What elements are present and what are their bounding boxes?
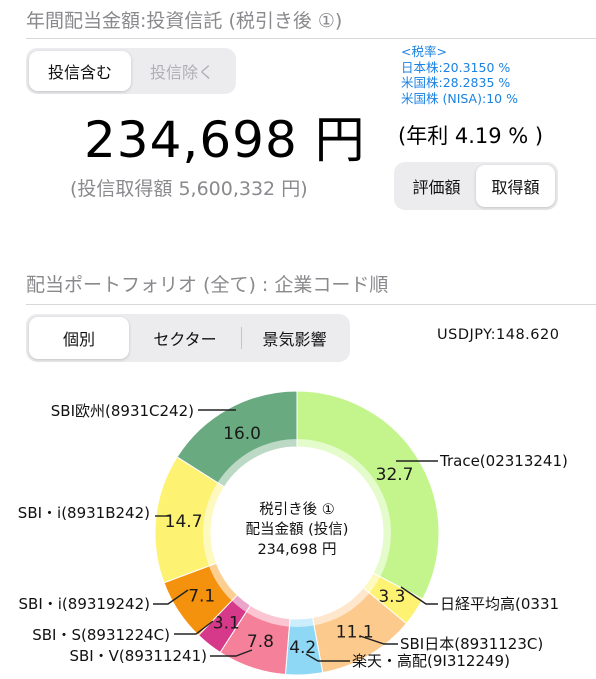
- basis-toggle: 評価額 取得額: [394, 162, 558, 210]
- slice-value-label: 14.7: [165, 512, 203, 532]
- acquisition-cost-button[interactable]: 取得額: [476, 165, 555, 207]
- slice-value-label: 7.8: [247, 632, 274, 652]
- leader-line: [359, 635, 398, 645]
- donut-inner-ring: [203, 439, 391, 627]
- section-title-annual-dividend: 年間配当金額:投資信託 (税引き後 ①): [26, 10, 343, 32]
- center-label-line1: 税引き後 ①: [259, 502, 335, 518]
- slice-name-label: SBI・V(89311241): [69, 647, 207, 665]
- slice-name-label: SBI・i(89319242): [19, 595, 150, 613]
- donut-center-label: 税引き後 ① 配当金額 (投信) 234,698 円: [225, 500, 369, 560]
- slice-value-label: 4.2: [289, 638, 316, 658]
- slice-value-label: 3.3: [378, 587, 405, 607]
- leader-line: [305, 653, 350, 662]
- section-title-portfolio: 配当ポートフォリオ (全て) : 企業コード順: [26, 274, 389, 296]
- divider: [26, 38, 596, 39]
- center-label-line2: 配当金額 (投信): [245, 522, 349, 538]
- leader-line: [400, 586, 438, 605]
- trust-include-toggle: 投信含む 投信除く: [26, 48, 236, 94]
- acquisition-amount: (投信取得額 5,600,332 円): [70, 178, 308, 200]
- annual-yield: (年利 4.19 % ): [398, 124, 544, 148]
- leader-line: [153, 589, 189, 605]
- slice-value-label: 7.1: [188, 587, 215, 607]
- leader-line: [174, 620, 214, 635]
- include-trust-button[interactable]: 投信含む: [29, 51, 131, 91]
- tab-economic-impact[interactable]: 景気影響: [262, 330, 327, 349]
- tab-sector[interactable]: セクター: [153, 330, 217, 349]
- slice-value-label: 3.1: [213, 613, 240, 633]
- tax-rate-us: 米国株:28.2835 %: [401, 75, 511, 90]
- tax-rate-heading: <税率>: [401, 44, 447, 59]
- divider: [26, 304, 596, 305]
- center-label-line3: 234,698 円: [257, 542, 337, 558]
- slice-name-label: SBI・S(8931224C): [32, 626, 170, 644]
- exclude-trust-button[interactable]: 投信除く: [149, 63, 214, 82]
- leader-line: [210, 649, 253, 657]
- slice-name-label: SBI日本(8931123C): [400, 635, 543, 653]
- usdjpy-rate: USDJPY:148.620: [437, 327, 560, 343]
- slice-name-label: 楽天・高配(9I312249): [352, 652, 510, 670]
- slice-value-label: 32.7: [376, 465, 414, 485]
- slice-name-label: Trace(02313241): [439, 452, 568, 470]
- market-value-button[interactable]: 評価額: [412, 178, 461, 197]
- tax-rate-note: <税率> 日本株:20.3150 % 米国株:28.2835 % 米国株 (NI…: [401, 44, 518, 106]
- tab-individual[interactable]: 個別: [29, 317, 129, 359]
- tab-separator: [241, 327, 242, 349]
- tax-rate-jp: 日本株:20.3150 %: [401, 59, 511, 75]
- portfolio-view-tabs: 個別 セクター 景気影響: [26, 314, 350, 362]
- donut-hole: [211, 447, 383, 619]
- slice-name-label: SBI欧州(8931C242): [51, 402, 194, 420]
- tax-rate-us-nisa: 米国株 (NISA):10 %: [401, 90, 518, 106]
- slice-name-label: 日経平均高(0331: [440, 595, 559, 613]
- slice-value-label: 16.0: [223, 424, 261, 444]
- slice-name-label: SBI・i(8931B242): [18, 504, 150, 522]
- annual-dividend-amount: 234,698 円: [84, 111, 366, 169]
